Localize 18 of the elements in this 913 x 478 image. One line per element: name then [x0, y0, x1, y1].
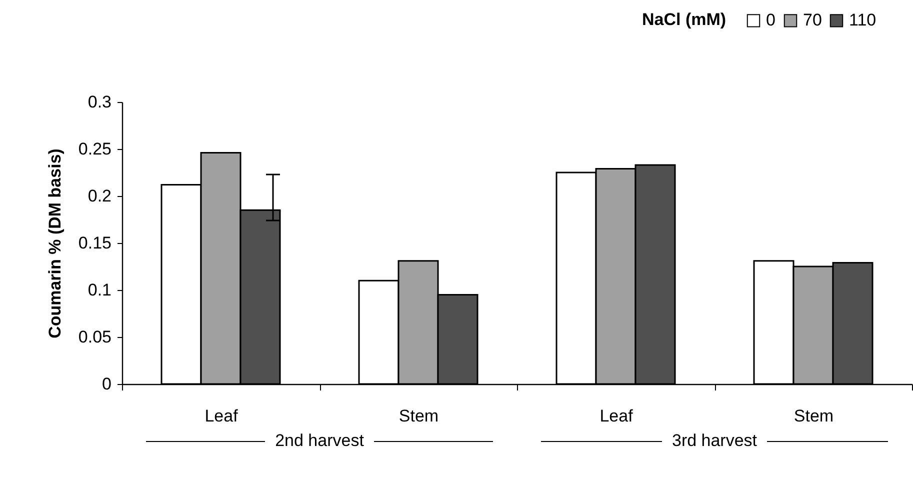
legend-title: NaCl (mM): [642, 10, 726, 29]
y-axis-title: Coumarin % (DM basis): [45, 148, 64, 338]
y-tick-label: 0.05: [78, 328, 112, 346]
x-tick-label: Stem: [794, 406, 834, 426]
x-tick-label: Leaf: [600, 406, 634, 426]
y-tick-label: 0.3: [88, 92, 112, 112]
text: 3rd harvest: [672, 431, 758, 451]
y-tick-label: 0.2: [88, 186, 112, 206]
y-tick-label: 0.1: [88, 280, 112, 300]
y-tick-label: 0.15: [78, 234, 112, 252]
legend-label: 70: [803, 10, 822, 30]
y-tick-label: 0.25: [78, 140, 112, 158]
legend-label: 110: [849, 10, 876, 30]
text: 2nd harvest: [275, 431, 364, 451]
y-tick-label: 0: [102, 374, 112, 394]
legend-label: 0: [766, 10, 776, 30]
x-tick-label: Stem: [398, 406, 439, 426]
x-tick-label: Leaf: [204, 406, 238, 426]
